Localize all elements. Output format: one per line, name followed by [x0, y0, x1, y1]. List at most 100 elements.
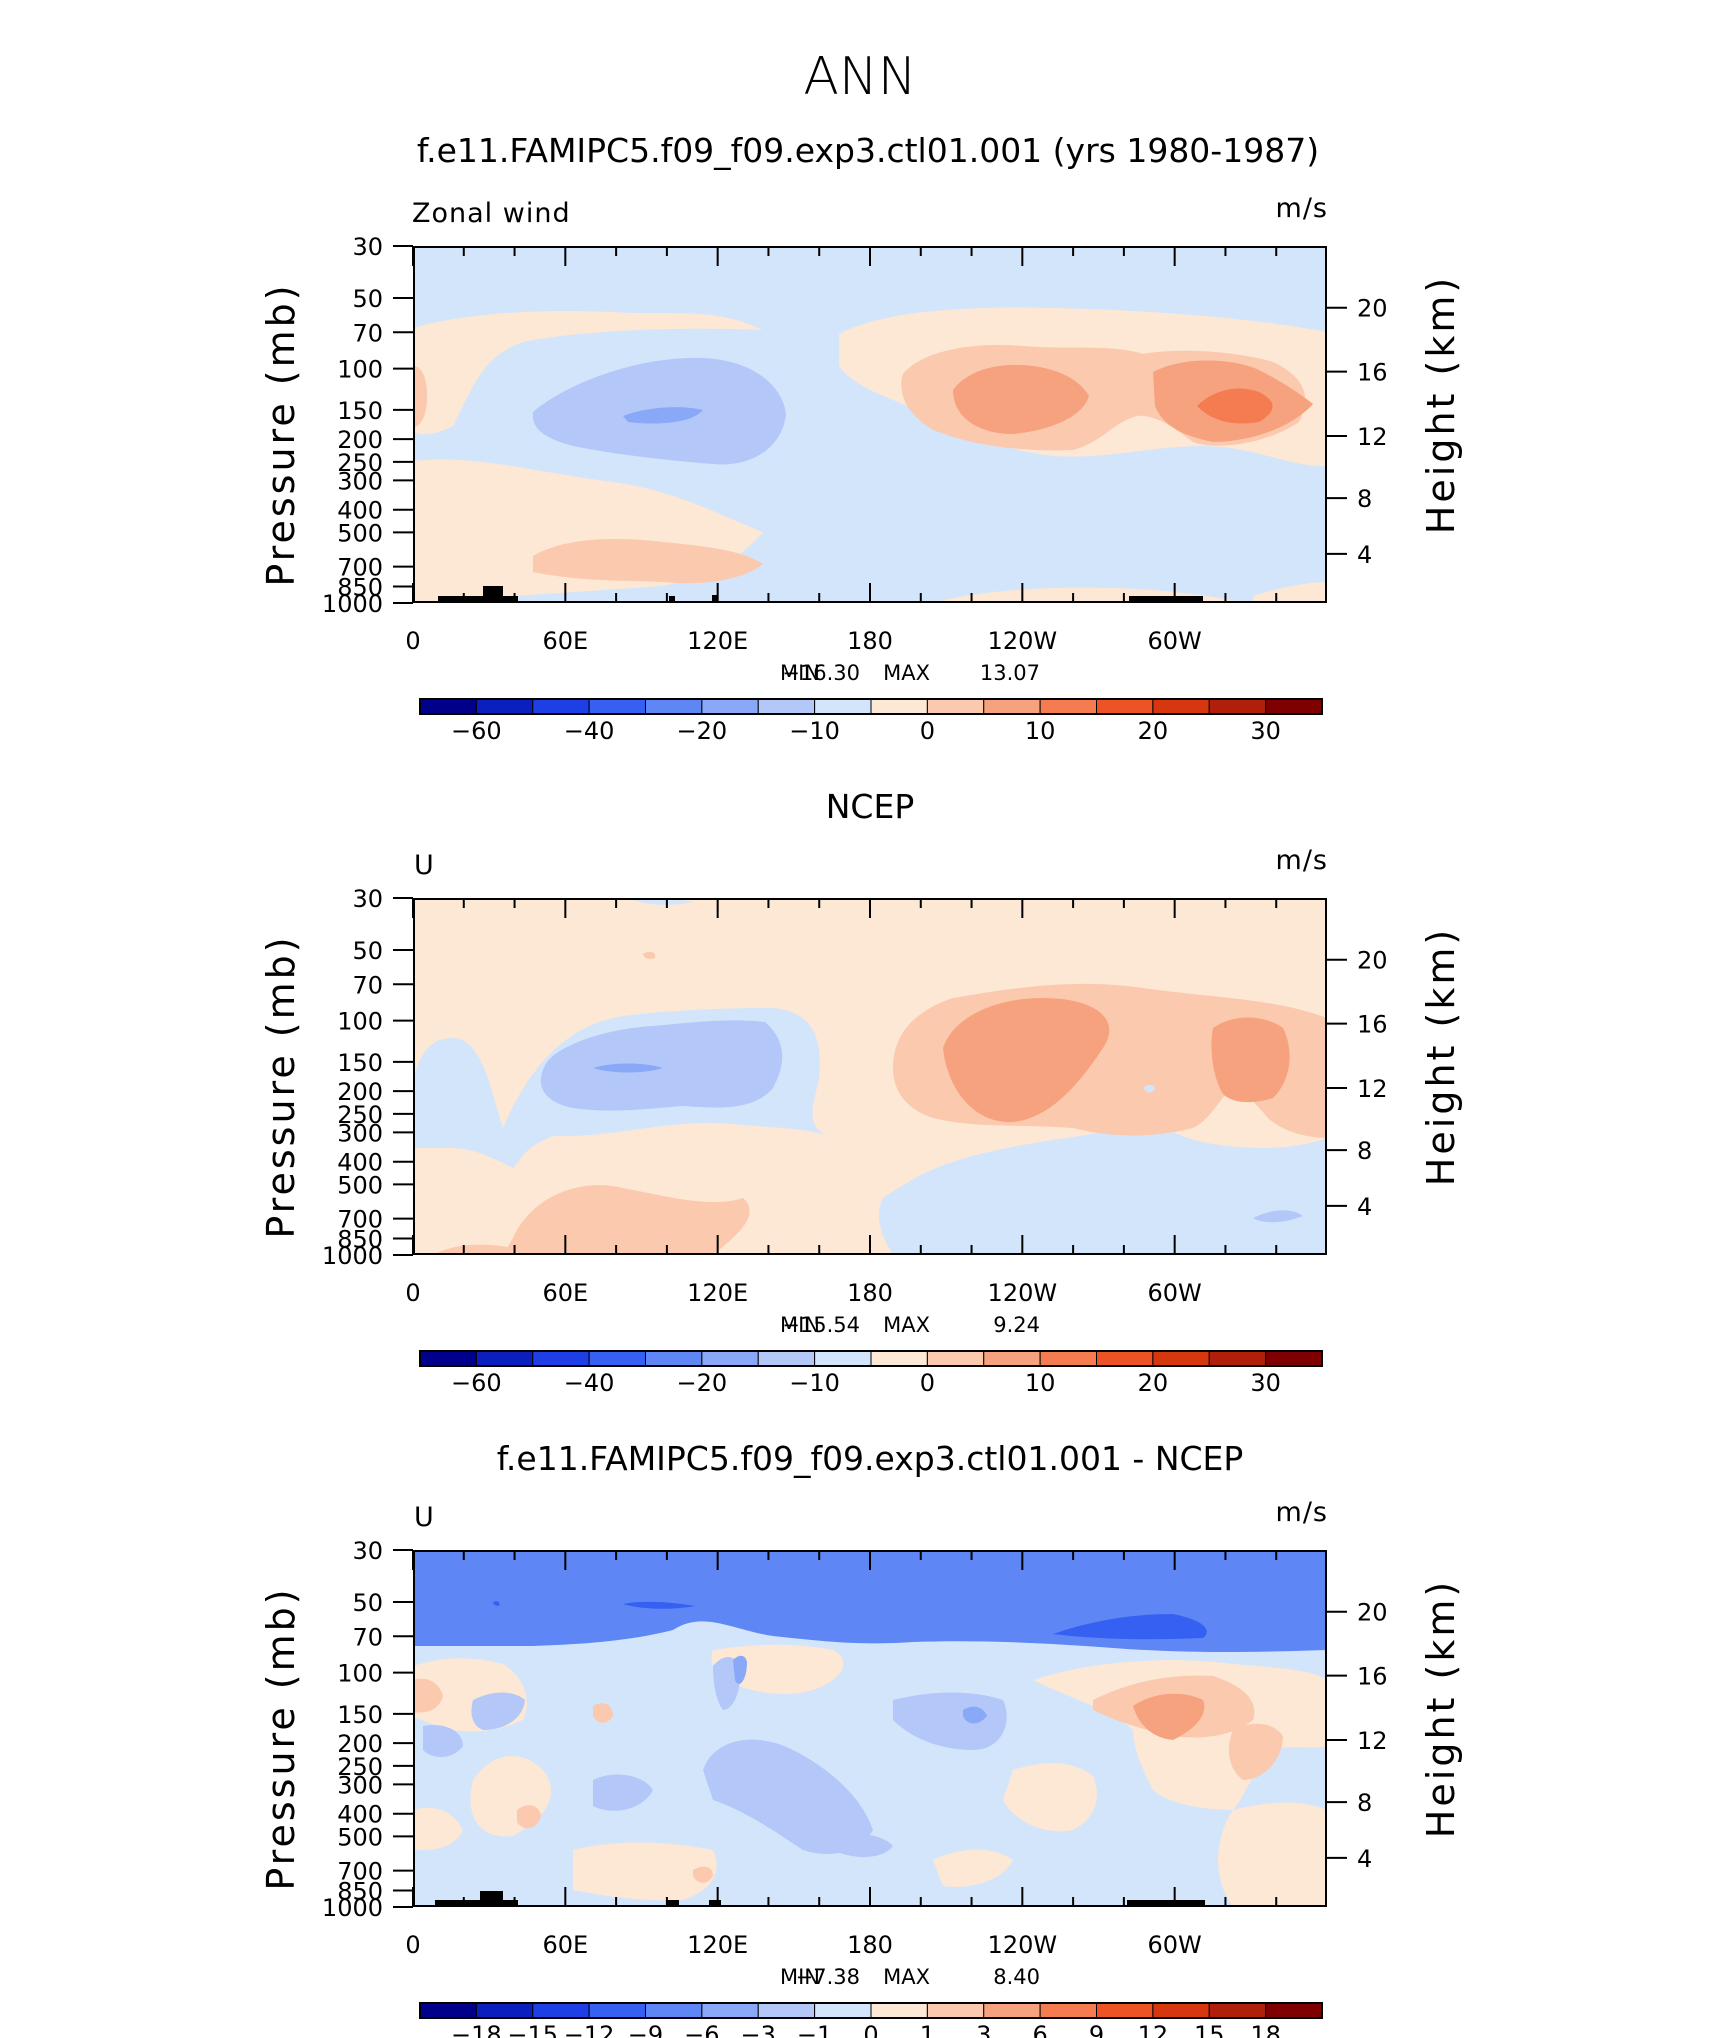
pressure-tick-label: 700	[337, 1858, 383, 1886]
colorbar-bin	[926, 1350, 985, 1367]
colorbar-label: 12	[1138, 2021, 1169, 2038]
colorbar-bin	[926, 2002, 985, 2019]
axes: 3050701001502002503004005007008501000201…	[259, 1537, 1463, 2038]
contour-band-positive	[953, 364, 1089, 434]
colorbar-bin	[419, 1350, 477, 1367]
colorbar-label: 15	[1194, 2021, 1225, 2038]
colorbar-label: −60	[451, 717, 502, 745]
contour-band-negative	[833, 1834, 893, 1858]
pressure-tick-label: 700	[337, 1206, 383, 1234]
colorbar-label: 0	[920, 717, 935, 745]
colorbar-label: −1	[797, 2021, 832, 2038]
lon-tick-label: 120E	[687, 1931, 748, 1959]
contour-band-positive	[593, 1703, 613, 1723]
colorbar-bin	[532, 1350, 590, 1367]
contour-band-negative	[713, 1657, 740, 1710]
topography-mask	[667, 1900, 679, 1907]
colorbar-bin	[1152, 1350, 1210, 1367]
contour-band-positive	[413, 310, 763, 435]
pressure-tick-label: 400	[337, 497, 383, 525]
units-label: m/s	[1276, 1497, 1328, 1528]
contour-band-positive	[1211, 1017, 1290, 1103]
lon-tick-label: 180	[847, 627, 893, 655]
contour-field	[413, 246, 1327, 603]
contour-band-negative	[623, 1601, 695, 1609]
height-tick-label: 20	[1357, 295, 1388, 323]
units-label: m/s	[1276, 845, 1328, 876]
pressure-tick-label: 850	[337, 1225, 383, 1253]
contour-band-negative	[493, 1601, 500, 1606]
lon-tick-label: 0	[405, 627, 420, 655]
lon-tick-label: 0	[405, 1279, 420, 1307]
colorbar-bin	[645, 1350, 703, 1367]
contour-band-negative	[878, 1115, 1327, 1255]
colorbar-label: −10	[789, 717, 840, 745]
colorbar-label: 3	[976, 2021, 991, 2038]
contour-band-negative	[733, 1655, 747, 1684]
min-label: MIN	[780, 1313, 820, 1337]
contour-band-positive	[1253, 582, 1327, 603]
colorbar-label: 18	[1250, 2021, 1281, 2038]
pressure-tick-label: 500	[337, 1823, 383, 1851]
lon-tick-label: 0	[405, 1931, 420, 1959]
contour-band-positive	[1003, 1763, 1097, 1832]
colorbar-bin	[645, 2002, 703, 2019]
height-tick-label: 16	[1357, 359, 1388, 387]
topography-mask	[1129, 596, 1203, 603]
pressure-tick-label: 50	[352, 937, 383, 965]
colorbar-bin	[1265, 698, 1323, 715]
contour-band-positive	[413, 366, 427, 428]
height-tick-label: 8	[1357, 1789, 1372, 1817]
min-value: −7.38	[796, 1965, 860, 1989]
colorbar-bin	[1265, 1350, 1323, 1367]
colorbar-bin	[1096, 1350, 1154, 1367]
contour-band-positive	[711, 1644, 844, 1695]
colorbar-bin	[1152, 698, 1210, 715]
colorbar-bin	[870, 1350, 928, 1367]
colorbar-label: 10	[1025, 717, 1056, 745]
pressure-tick-label: 400	[337, 1149, 383, 1177]
pressure-tick-label: 500	[337, 519, 383, 547]
y2-axis-title: Height (km)	[1419, 275, 1463, 534]
lon-tick-label: 60W	[1148, 1931, 1202, 1959]
lon-tick-label: 60E	[542, 1931, 588, 1959]
colorbar-label: 9	[1089, 2021, 1104, 2038]
topography-mask	[669, 596, 675, 603]
colorbar-bin	[701, 1350, 759, 1367]
pressure-tick-label: 100	[337, 1008, 383, 1036]
axes: 3050701001502002503004005007008501000201…	[259, 885, 1463, 1397]
height-tick-label: 20	[1357, 947, 1388, 975]
height-tick-label: 16	[1357, 1011, 1388, 1039]
contour-band-positive	[573, 1842, 717, 1901]
colorbar-label: 30	[1250, 717, 1281, 745]
panel-observation: NCEP U m/s 30507010015020025030040050070…	[259, 787, 1463, 1397]
pressure-tick-label: 70	[352, 1623, 383, 1651]
pressure-tick-label: 850	[337, 1877, 383, 1905]
contour-band-positive	[413, 1807, 463, 1850]
max-value: 8.40	[993, 1965, 1040, 1989]
lon-tick-label: 60E	[542, 627, 588, 655]
colorbar-bin	[419, 698, 477, 715]
panel-difference: f.e11.FAMIPC5.f09_f09.exp3.ctl01.001 - N…	[259, 1439, 1463, 2038]
topography-mask	[438, 586, 518, 603]
height-tick-label: 8	[1357, 1137, 1372, 1165]
lon-tick-label: 60W	[1148, 627, 1202, 655]
colorbar-frame	[419, 698, 1323, 715]
colorbar-label: −40	[564, 717, 615, 745]
colorbar-bin	[701, 2002, 759, 2019]
pressure-tick-label: 150	[337, 397, 383, 425]
pressure-tick-label: 250	[337, 1101, 383, 1129]
contour-band-negative	[703, 1739, 873, 1854]
contour-band-positive	[933, 1849, 1013, 1887]
contour-field	[413, 898, 1327, 1255]
contour-band-negative	[1143, 1085, 1155, 1093]
figure-title: ANN	[803, 47, 916, 107]
colorbar-bin	[870, 698, 928, 715]
topography-mask	[435, 1891, 518, 1907]
colorbar-bin	[757, 2002, 816, 2019]
colorbar-label: −20	[677, 1369, 728, 1397]
colorbar-bin	[1096, 698, 1154, 715]
contour-band-positive	[643, 951, 656, 959]
colorbar-bin	[1152, 2002, 1210, 2019]
variable-label: U	[414, 1502, 435, 1533]
